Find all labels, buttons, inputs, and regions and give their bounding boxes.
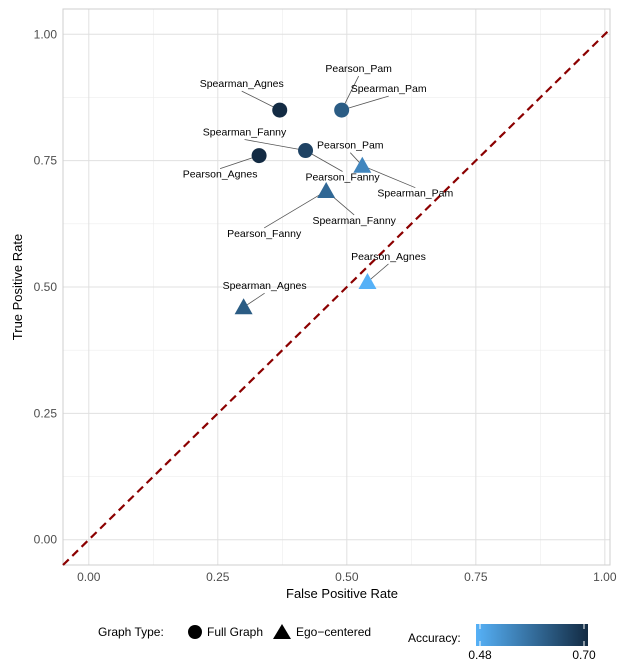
label-connector: [341, 95, 389, 111]
label-connector: [367, 263, 389, 283]
point-label: Pearson_Pam: [325, 63, 392, 75]
point-label: Spearman_Pam: [351, 83, 427, 95]
legend-item-ego-centered: Ego−centered: [296, 625, 371, 639]
y-axis-title: True Positive Rate: [10, 234, 25, 340]
label-connector: [263, 190, 327, 229]
y-tick-label: 0.75: [34, 154, 58, 168]
point-label: Pearson_Agnes: [183, 169, 258, 181]
full-graph-point: [272, 102, 288, 118]
y-tick-label: 0.25: [34, 406, 58, 420]
point-label: Spearman_Fanny: [312, 215, 396, 227]
point-label: Spearman_Fanny: [203, 127, 287, 139]
x-tick-label: 1.00: [593, 570, 617, 584]
legend: Graph Type: Full Graph Ego−centered Accu…: [98, 624, 596, 660]
ego-centered-point: [358, 272, 377, 289]
ego-centered-point: [234, 298, 253, 315]
point-label: Pearson_Fanny: [305, 172, 380, 184]
label-connector: [244, 139, 306, 151]
panel-border: [62, 8, 611, 566]
ego-centered-point: [353, 156, 372, 173]
accuracy-color-bar: [476, 624, 588, 646]
y-tick-label: 1.00: [34, 27, 58, 41]
ego-centered-point: [317, 181, 336, 198]
full-graph-point: [334, 102, 350, 118]
y-tick-labels: 0.00 0.25 0.50 0.75 1.00: [34, 27, 58, 546]
label-connector: [362, 165, 416, 189]
data-points: [234, 102, 377, 315]
legend-shape-title: Graph Type:: [98, 625, 164, 639]
x-tick-label: 0.25: [206, 570, 230, 584]
point-label: Pearson_Agnes: [351, 251, 426, 263]
x-tick-label: 0.50: [335, 570, 359, 584]
circle-icon: [188, 625, 202, 639]
y-tick-label: 0.50: [34, 280, 58, 294]
plot-panel: [62, 8, 611, 566]
point-label: Spearman_Pam: [377, 188, 453, 200]
point-label: Spearman_Agnes: [200, 78, 284, 90]
legend-item-full-graph: Full Graph: [207, 625, 263, 639]
color-bar-min-label: 0.48: [468, 648, 492, 660]
y-tick-label: 0.00: [34, 533, 58, 547]
point-labels: Spearman_Agnes Pearson_Pam Spearman_Pam Spe…: [183, 63, 454, 292]
x-tick-label: 0.00: [77, 570, 101, 584]
point-label: Pearson_Fanny: [227, 228, 302, 240]
triangle-icon: [273, 624, 291, 639]
point-label: Pearson_Pam: [317, 140, 384, 152]
full-graph-point: [251, 148, 267, 164]
point-label: Spearman_Agnes: [223, 280, 307, 292]
x-tick-label: 0.75: [464, 570, 488, 584]
legend-color-title: Accuracy:: [408, 631, 461, 645]
full-graph-point: [298, 143, 314, 159]
reference-line: [62, 28, 611, 566]
x-tick-labels: 0.00 0.25 0.50 0.75 1.00: [77, 570, 617, 584]
x-axis-title: False Positive Rate: [286, 586, 398, 601]
diagonal-reference-line: [62, 28, 611, 566]
color-bar-max-label: 0.70: [572, 648, 596, 660]
